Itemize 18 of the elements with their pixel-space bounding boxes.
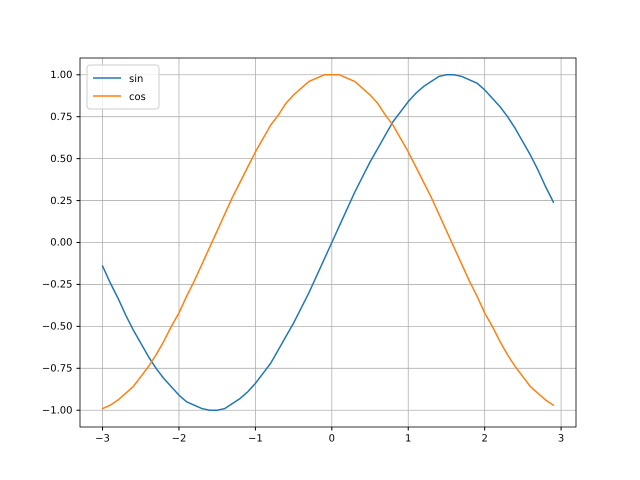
y-tick-label: 0.50 [50, 154, 72, 165]
x-tick-label: −1 [248, 434, 263, 445]
y-tick-label: 1.00 [50, 70, 72, 81]
y-tick-label: −1.00 [42, 405, 72, 416]
legend-label: cos [129, 92, 146, 103]
x-tick-label: −3 [95, 434, 110, 445]
legend-label: sin [129, 74, 144, 85]
y-tick-label: 0.25 [50, 196, 72, 207]
y-tick-label: 0.75 [50, 112, 72, 123]
x-tick-label: 1 [405, 434, 412, 445]
y-tick-label: 0.00 [50, 238, 72, 249]
y-tick-label: −0.50 [42, 322, 72, 333]
x-tick-label: 0 [328, 434, 336, 445]
x-tick-label: 3 [558, 434, 564, 445]
x-tick-label: 2 [481, 434, 488, 445]
y-tick-label: −0.75 [42, 363, 72, 374]
y-tick-label: −0.25 [42, 280, 72, 291]
x-tick-label: −2 [172, 434, 186, 445]
